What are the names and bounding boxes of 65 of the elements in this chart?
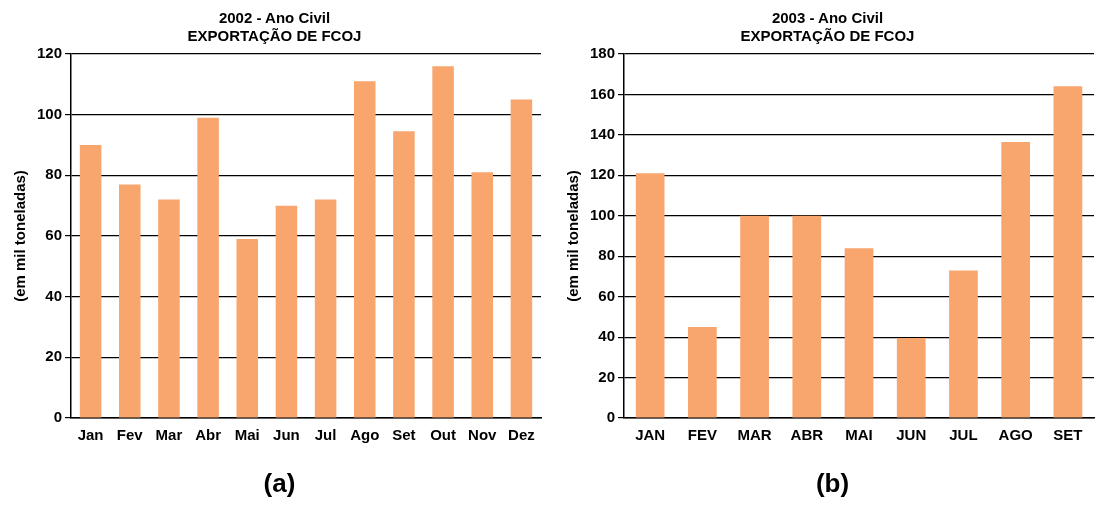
y-tick-label: 160 [590,84,616,102]
chart-title: 2003 - Ano Civil EXPORTAÇÃO DE FCOJ [740,9,915,45]
y-axis-title: (em mil toneladas) [11,170,29,302]
x-tick-label: Mar [155,426,183,444]
x-tick-label: ABR [790,426,824,444]
y-tick-label: 100 [37,104,63,122]
bar [432,66,454,418]
y-tick-label: 80 [598,246,616,264]
bar [510,99,533,418]
bar [792,215,822,418]
y-tick-label: 40 [598,327,616,345]
x-tick-label: Jan [77,426,104,444]
x-tick-label: JAN [635,426,666,444]
bar [635,173,665,418]
x-tick-label: Mai [234,426,260,444]
bar [688,327,717,418]
bar [79,145,102,418]
x-tick-label: AGO [998,426,1034,444]
y-tick-label: 40 [45,286,63,304]
x-tick-label: JUN [896,426,927,444]
bar [236,239,259,418]
y-tick-label: 180 [590,44,616,62]
y-tick-label: 0 [53,408,63,426]
bar [119,184,141,418]
x-tick-label: SET [1053,426,1083,444]
y-tick-label: 100 [590,205,616,223]
bar [896,338,926,418]
x-tick-label: MAR [737,426,772,444]
bar [314,199,337,418]
y-tick-label: 20 [598,367,616,385]
y-tick-label: 0 [606,408,616,426]
x-tick-label: FEV [687,426,717,444]
bar [740,215,769,418]
x-tick-label: Set [392,426,416,444]
bar [275,205,298,418]
bar [1053,86,1083,418]
bar [197,117,219,418]
bar [1001,141,1031,418]
y-tick-label: 140 [590,125,616,143]
bar [471,172,494,418]
bar [158,199,180,418]
y-tick-label: 60 [598,286,616,304]
x-tick-label: Jul [314,426,337,444]
y-tick-label: 120 [590,165,616,183]
chart-title: 2002 - Ano Civil EXPORTAÇÃO DE FCOJ [187,9,362,45]
y-tick-label: 60 [45,226,63,244]
bar [844,248,874,418]
x-tick-label: MAI [845,426,873,444]
bar [949,270,978,418]
y-tick-label: 80 [45,165,63,183]
y-tick-label: 20 [45,347,63,365]
x-tick-label: Out [430,426,456,444]
x-tick-label: Fev [116,426,144,444]
x-tick-label: Ago [350,426,380,444]
x-tick-label: Abr [195,426,222,444]
bar [393,131,415,418]
x-tick-label: Jun [273,426,300,444]
y-axis-title: (em mil toneladas) [564,170,582,302]
x-tick-label: JUL [949,426,978,444]
text: (a) [262,468,297,499]
y-tick-label: 120 [37,44,63,62]
bar [353,81,376,418]
x-tick-label: Nov [468,426,498,444]
x-tick-label: Dez [508,426,535,444]
text: (b) [814,468,851,499]
